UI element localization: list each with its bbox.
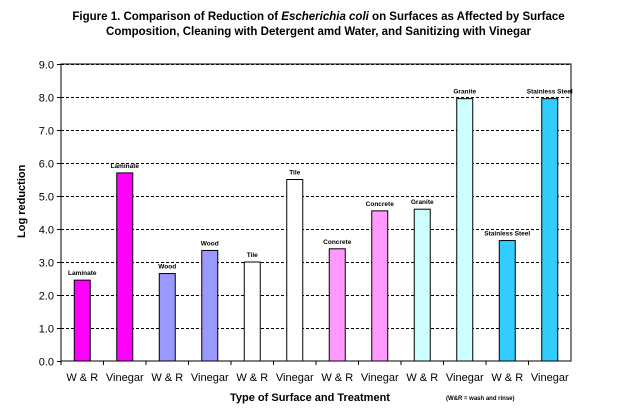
y-axis-label: Log reduction <box>16 164 28 238</box>
bar <box>328 248 346 362</box>
bar <box>73 279 91 362</box>
bar-data-label: Laminate <box>68 270 97 277</box>
x-tick-label: Vinegar <box>531 372 569 384</box>
x-tick-label: Vinegar <box>191 372 229 384</box>
bar <box>371 210 389 362</box>
bar <box>201 249 219 362</box>
bar-data-label: Tile <box>247 252 258 259</box>
chart-title-line-1: Figure 1. Comparison of Reduction of Esc… <box>0 10 637 25</box>
bar-data-label: Granite <box>411 199 434 206</box>
x-tick-label: Vinegar <box>446 372 484 384</box>
x-tick-label: W & R <box>406 372 438 384</box>
y-tick-label: 8.0 <box>39 93 54 105</box>
x-tick-label: W & R <box>66 372 98 384</box>
x-tick-label: W & R <box>236 372 268 384</box>
x-axis-label: Type of Surface and Treatment <box>230 392 390 404</box>
plot-area <box>60 63 572 362</box>
bar-data-label: Concrete <box>323 239 352 246</box>
bar <box>243 261 261 362</box>
x-tick-label: Vinegar <box>106 372 144 384</box>
bar-data-label: Laminate <box>110 163 139 170</box>
bar <box>413 208 431 362</box>
bar <box>498 240 516 362</box>
x-tick-label: Vinegar <box>361 372 399 384</box>
bar <box>158 273 176 362</box>
y-tick-label: 2.0 <box>39 291 54 303</box>
bar-data-label: Concrete <box>366 201 395 208</box>
x-tick-label: W & R <box>321 372 353 384</box>
bar-data-label: Tile <box>289 170 300 177</box>
bar-data-label: Wood <box>158 264 176 271</box>
y-tick-label: 1.0 <box>39 324 54 336</box>
x-tick-label: W & R <box>491 372 523 384</box>
bar <box>541 98 559 362</box>
y-tick-label: 0.0 <box>39 357 54 369</box>
y-tick-label: 9.0 <box>39 60 54 72</box>
bar <box>116 172 134 362</box>
title-italic: Escherichia coli <box>281 11 369 23</box>
bar-data-label: Granite <box>453 89 476 96</box>
bar <box>456 98 474 362</box>
bar-data-label: Wood <box>201 240 219 247</box>
chart-title: Figure 1. Comparison of Reduction of Esc… <box>0 10 637 40</box>
y-tick-label: 6.0 <box>39 159 54 171</box>
y-tick-label: 4.0 <box>39 225 54 237</box>
bar-data-label: Stainless Steel <box>484 231 530 238</box>
footnote: (W&R = wash and rinse) <box>446 396 515 402</box>
title-pre: Figure 1. Comparison of Reduction of <box>72 11 282 23</box>
chart-title-line-2: Composition, Cleaning with Detergent amd… <box>106 26 531 38</box>
y-tick-label: 5.0 <box>39 192 54 204</box>
y-tick-label: 7.0 <box>39 126 54 138</box>
bar-data-label: Stainless Steel <box>527 89 573 96</box>
title-post: on Surfaces as Affected by Surface <box>368 11 565 23</box>
x-tick-label: W & R <box>151 372 183 384</box>
y-tick-label: 3.0 <box>39 258 54 270</box>
bar <box>286 179 304 362</box>
x-tick-label: Vinegar <box>276 372 314 384</box>
